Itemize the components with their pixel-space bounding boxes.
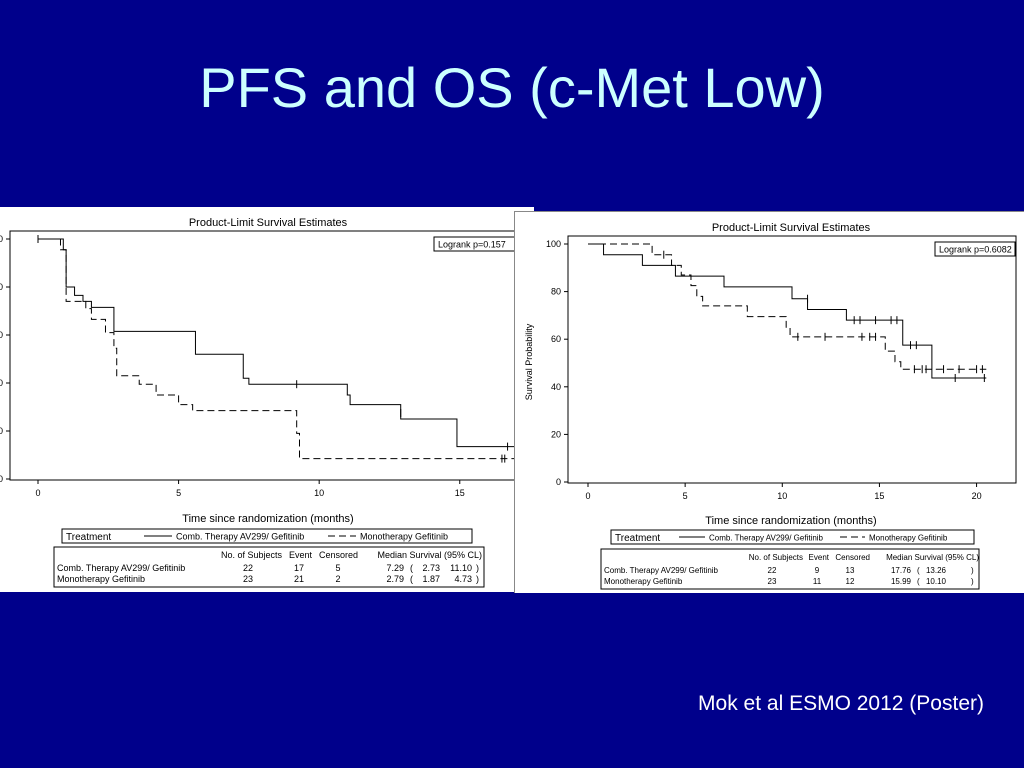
y-tick-label: 40 bbox=[551, 382, 561, 392]
chart-border bbox=[9, 230, 534, 481]
legend-box bbox=[610, 529, 975, 545]
table-header-censored: Censored bbox=[835, 553, 870, 562]
table-paren-open: ( bbox=[917, 577, 920, 586]
table-row-label: Monotherapy Gefitinib bbox=[604, 577, 683, 586]
legend-box bbox=[61, 528, 473, 544]
table-cell-median: 7.29 bbox=[386, 563, 404, 573]
table-paren-close: ) bbox=[476, 563, 479, 573]
x-tick-label: 0 bbox=[585, 491, 590, 501]
table-paren-close: ) bbox=[971, 577, 974, 586]
table-header-subjects: No. of Subjects bbox=[749, 553, 803, 562]
table-cell-ci-low: 10.10 bbox=[926, 577, 947, 586]
table-cell-median: 17.76 bbox=[891, 566, 912, 575]
y-tick-label: 0 bbox=[0, 474, 3, 484]
x-axis-label: Time since randomization (months) bbox=[182, 513, 353, 525]
table-cell-ci-low: 13.26 bbox=[926, 566, 947, 575]
y-tick-label: 0 bbox=[0, 378, 3, 388]
table-cell-ci-low: 1.87 bbox=[422, 574, 440, 584]
survival-curve-combination bbox=[588, 243, 987, 379]
y-tick-label: 0 bbox=[0, 330, 3, 340]
table-cell-subjects: 22 bbox=[243, 563, 253, 573]
y-tick-label: 0 bbox=[0, 426, 3, 436]
os-chart-panel: Product-Limit Survival Estimates 0 5 10 15 20… bbox=[514, 211, 1024, 593]
pfs-chart-panel: Product-Limit Survival Estimates 0 5 10 15 0 0… bbox=[0, 207, 534, 592]
table-cell-ci-high: 4.73 bbox=[454, 574, 472, 584]
chart-border bbox=[567, 235, 1017, 484]
table-row-label: Comb. Therapy AV299/ Gefitinib bbox=[604, 566, 719, 575]
legend-entry-combination: Comb. Therapy AV299/ Gefitinib bbox=[176, 532, 304, 542]
pfs-chart-svg: Product-Limit Survival Estimates 0 5 10 15 0 0… bbox=[0, 217, 534, 588]
table-cell-subjects: 23 bbox=[243, 574, 253, 584]
table-cell-ci-low: 2.73 bbox=[422, 563, 440, 573]
table-paren-close: ) bbox=[476, 574, 479, 584]
table-paren-open: ( bbox=[917, 566, 920, 575]
x-tick-label: 5 bbox=[683, 491, 688, 501]
table-paren-open: ( bbox=[410, 563, 413, 573]
x-axis-label: Time since randomization (months) bbox=[705, 515, 876, 527]
logrank-label: Logrank p=0.157 bbox=[438, 240, 506, 250]
slide-title: PFS and OS (c-Met Low) bbox=[199, 56, 825, 119]
table-cell-subjects: 23 bbox=[768, 577, 777, 586]
y-tick-label: 20 bbox=[551, 429, 561, 439]
table-cell-censored: 5 bbox=[335, 563, 340, 573]
x-tick-label: 15 bbox=[455, 488, 465, 498]
y-tick-label: 0 bbox=[556, 477, 561, 487]
table-header-censored: Censored bbox=[319, 550, 358, 560]
table-header-event: Event bbox=[289, 550, 313, 560]
os-chart-svg: Product-Limit Survival Estimates 0 5 10 15 20… bbox=[524, 222, 1017, 590]
legend-entry-combination: Comb. Therapy AV299/ Gefitinib bbox=[709, 534, 824, 543]
table-header-median: Median Survival (95% CL) bbox=[886, 553, 979, 562]
x-tick-label: 5 bbox=[176, 488, 181, 498]
table-cell-censored: 2 bbox=[335, 574, 340, 584]
legend-entry-monotherapy: Monotherapy Gefitinib bbox=[869, 534, 948, 543]
table-cell-events: 21 bbox=[294, 574, 304, 584]
survival-curve-monotherapy bbox=[38, 238, 516, 460]
table-header-subjects: No. of Subjects bbox=[221, 550, 283, 560]
x-tick-label: 0 bbox=[35, 488, 40, 498]
table-cell-censored: 12 bbox=[846, 577, 855, 586]
table-cell-subjects: 22 bbox=[768, 566, 777, 575]
y-tick-label: 80 bbox=[551, 287, 561, 297]
y-tick-label: 60 bbox=[551, 334, 561, 344]
legend-title: Treatment bbox=[615, 533, 660, 544]
survival-curve-monotherapy bbox=[588, 243, 987, 370]
y-tick-label: 0 bbox=[0, 234, 3, 244]
x-tick-label: 15 bbox=[874, 491, 884, 501]
logrank-box bbox=[433, 236, 534, 252]
survival-curve-combination bbox=[38, 238, 516, 448]
table-paren-close: ) bbox=[971, 566, 974, 575]
table-cell-ci-high: 11.10 bbox=[450, 563, 472, 573]
table-header-median: Median Survival (95% CL) bbox=[377, 550, 482, 560]
chart-title: Product-Limit Survival Estimates bbox=[189, 217, 348, 229]
x-tick-label: 10 bbox=[777, 491, 787, 501]
table-row-label: Comb. Therapy AV299/ Gefitinib bbox=[57, 563, 185, 573]
citation: Mok et al ESMO 2012 (Poster) bbox=[698, 692, 984, 715]
table-row-label: Monotherapy Gefitinib bbox=[57, 574, 145, 584]
table-cell-median: 2.79 bbox=[386, 574, 404, 584]
table-cell-events: 17 bbox=[294, 563, 304, 573]
y-axis-label: Survival Probability bbox=[524, 323, 534, 400]
table-cell-censored: 13 bbox=[846, 566, 855, 575]
x-tick-label: 10 bbox=[314, 488, 324, 498]
table-cell-events: 11 bbox=[813, 577, 822, 586]
table-cell-median: 15.99 bbox=[891, 577, 912, 586]
logrank-box bbox=[934, 241, 1016, 257]
legend-title: Treatment bbox=[66, 532, 111, 543]
chart-title: Product-Limit Survival Estimates bbox=[712, 222, 871, 234]
summary-table bbox=[600, 548, 980, 590]
legend-entry-monotherapy: Monotherapy Gefitinib bbox=[360, 532, 448, 542]
table-header-event: Event bbox=[809, 553, 830, 562]
summary-table bbox=[53, 546, 485, 588]
logrank-label: Logrank p=0.6082 bbox=[939, 245, 1012, 255]
y-tick-label: 0 bbox=[0, 282, 3, 292]
table-paren-open: ( bbox=[410, 574, 413, 584]
x-tick-label: 20 bbox=[972, 491, 982, 501]
y-tick-label: 100 bbox=[546, 239, 561, 249]
table-cell-events: 9 bbox=[815, 566, 820, 575]
